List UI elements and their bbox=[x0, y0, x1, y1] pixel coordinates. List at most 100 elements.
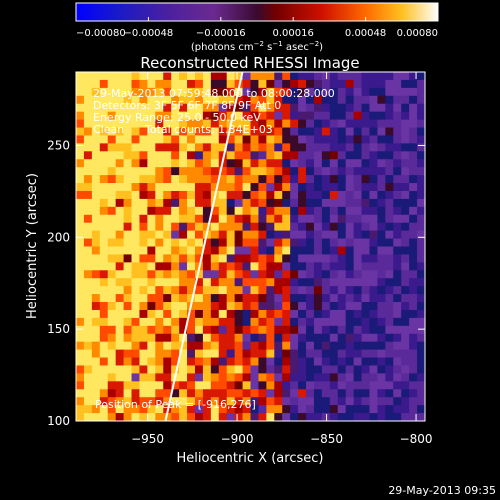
heatmap-cell bbox=[179, 103, 188, 113]
heatmap-cell bbox=[250, 302, 260, 311]
heatmap-cell bbox=[202, 214, 212, 224]
heatmap-cell bbox=[187, 95, 196, 105]
heatmap-cell bbox=[282, 183, 291, 192]
heatmap-cell bbox=[266, 397, 275, 406]
heatmap-cell bbox=[385, 222, 394, 232]
heatmap-cell bbox=[163, 159, 172, 168]
heatmap-cell bbox=[99, 143, 109, 152]
heatmap-cell bbox=[321, 190, 331, 200]
heatmap-cell bbox=[337, 413, 347, 421]
heatmap-cell bbox=[194, 206, 204, 216]
heatmap-cell bbox=[393, 270, 402, 279]
heatmap-cell bbox=[179, 270, 188, 279]
heatmap-cell bbox=[242, 190, 252, 200]
heatmap-cell bbox=[107, 214, 117, 224]
heatmap-cell bbox=[377, 389, 386, 398]
heatmap-cell bbox=[377, 103, 386, 113]
footer-timestamp: 29-May-2013 09:35 bbox=[388, 484, 496, 497]
heatmap-cell bbox=[329, 127, 339, 137]
heatmap-cell bbox=[353, 190, 363, 200]
heatmap-cell bbox=[345, 111, 355, 121]
heatmap-cell bbox=[76, 119, 85, 129]
heatmap-cell bbox=[187, 127, 196, 137]
heatmap-cell bbox=[194, 103, 204, 113]
heatmap-cell bbox=[131, 349, 141, 359]
heatmap-cell bbox=[353, 72, 363, 81]
heatmap-cell bbox=[210, 365, 220, 375]
heatmap-cell bbox=[171, 72, 180, 81]
heatmap-cell bbox=[409, 278, 418, 287]
heatmap-cell bbox=[226, 151, 236, 160]
heatmap-cell bbox=[83, 198, 93, 208]
heatmap-cell bbox=[274, 254, 283, 263]
heatmap-cell bbox=[226, 72, 236, 81]
heatmap-cell bbox=[417, 95, 425, 105]
heatmap-cell bbox=[83, 405, 93, 414]
heatmap-cell bbox=[266, 198, 275, 208]
heatmap-cell bbox=[250, 87, 260, 97]
heatmap-cell bbox=[298, 175, 307, 184]
heatmap-cell bbox=[417, 286, 425, 295]
heatmap-cell bbox=[369, 317, 379, 327]
heatmap-cell bbox=[131, 270, 141, 279]
heatmap-cell bbox=[76, 357, 85, 367]
heatmap-cell bbox=[234, 190, 244, 200]
heatmap-cell bbox=[83, 333, 93, 343]
heatmap-cell bbox=[115, 198, 125, 208]
heatmap-cell bbox=[290, 302, 299, 311]
annotation-detectors: Detectors: 3F 5F 6F 7F 8F 9F Att 0 bbox=[93, 99, 281, 112]
heatmap-cell bbox=[266, 175, 275, 184]
heatmap-cell bbox=[337, 349, 347, 359]
heatmap-cell bbox=[115, 389, 125, 398]
heatmap-cell bbox=[298, 262, 307, 271]
heatmap-cell bbox=[139, 111, 148, 121]
heatmap-cell bbox=[274, 183, 283, 192]
heatmap-cell bbox=[377, 381, 386, 390]
heatmap-cell bbox=[218, 72, 228, 81]
colorbar bbox=[75, 2, 439, 22]
heatmap-cell bbox=[155, 294, 164, 303]
heatmap-image bbox=[76, 72, 425, 421]
heatmap-cell bbox=[313, 254, 323, 263]
heatmap-cell bbox=[353, 381, 363, 390]
heatmap-cell bbox=[226, 333, 236, 343]
heatmap-cell bbox=[266, 87, 275, 97]
heatmap-cell bbox=[321, 103, 331, 113]
heatmap-cell bbox=[345, 341, 355, 351]
heatmap-cell bbox=[139, 309, 148, 319]
heatmap-cell bbox=[266, 381, 275, 390]
heatmap-cell bbox=[409, 246, 418, 256]
heatmap-cell bbox=[99, 198, 109, 208]
heatmap-cell bbox=[242, 103, 252, 113]
heatmap-cell bbox=[369, 397, 379, 406]
heatmap-cell bbox=[171, 206, 180, 216]
heatmap-cell bbox=[179, 214, 188, 224]
heatmap-cell bbox=[107, 111, 117, 121]
heatmap-cell bbox=[242, 389, 252, 398]
heatmap-cell bbox=[274, 127, 283, 137]
heatmap-cell bbox=[337, 389, 347, 398]
heatmap-cell bbox=[123, 214, 133, 224]
heatmap-cell bbox=[369, 357, 379, 367]
heatmap-cell bbox=[337, 135, 347, 144]
heatmap-cell bbox=[361, 286, 371, 295]
heatmap-cell bbox=[131, 238, 141, 248]
heatmap-cell bbox=[290, 159, 299, 168]
heatmap-cell bbox=[155, 103, 164, 113]
heatmap-cell bbox=[393, 302, 402, 311]
heatmap-cell bbox=[91, 159, 101, 168]
heatmap-cell bbox=[393, 286, 402, 295]
heatmap-cell bbox=[369, 333, 379, 343]
heatmap-cell bbox=[131, 119, 141, 129]
heatmap-cell bbox=[155, 246, 164, 256]
heatmap-cell bbox=[202, 317, 212, 327]
heatmap-cell bbox=[385, 206, 394, 216]
heatmap-cell bbox=[218, 111, 228, 121]
heatmap-cell bbox=[91, 230, 101, 240]
heatmap-cell bbox=[401, 270, 410, 279]
heatmap-cell bbox=[163, 278, 172, 287]
heatmap-cell bbox=[361, 397, 371, 406]
annotation-clean: Clean bbox=[93, 123, 124, 136]
heatmap-cell bbox=[131, 341, 141, 351]
